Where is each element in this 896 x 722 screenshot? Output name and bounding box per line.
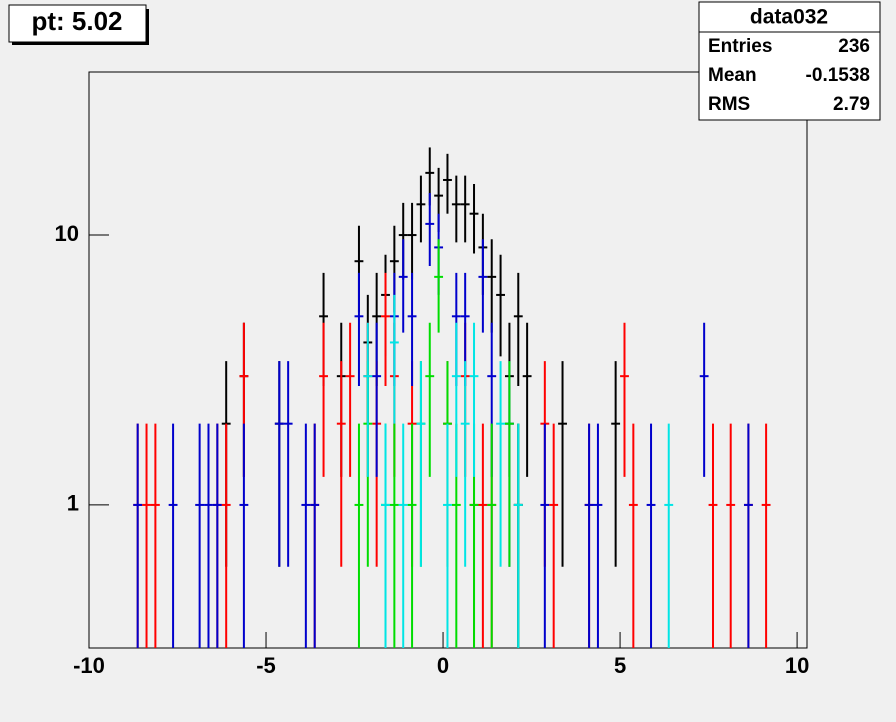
- stats-key: Entries: [708, 36, 772, 57]
- stats-title: data032: [750, 6, 828, 29]
- plot-area: [133, 147, 771, 648]
- stats-value: -0.1538: [806, 65, 870, 86]
- label-shadow: [146, 9, 149, 45]
- x-tick-label: -10: [73, 653, 105, 678]
- stats-value: 2.79: [833, 94, 870, 115]
- label-shadow: [12, 42, 149, 45]
- stats-value: 236: [838, 36, 870, 57]
- y-tick-label: 10: [55, 221, 79, 246]
- x-tick-label: 10: [785, 653, 809, 678]
- stats-box: [698, 1, 881, 121]
- pt-label: pt: 5.02: [31, 6, 122, 36]
- stats-key: Mean: [708, 65, 757, 86]
- stats-rows: Entries 236 Mean -0.1538 RMS 2.79: [708, 36, 870, 115]
- stats-key: RMS: [708, 94, 750, 115]
- y-tick-label: 1: [67, 491, 79, 516]
- x-tick-label: -5: [256, 653, 276, 678]
- x-tick-label: 5: [614, 653, 626, 678]
- x-tick-label: 0: [437, 653, 449, 678]
